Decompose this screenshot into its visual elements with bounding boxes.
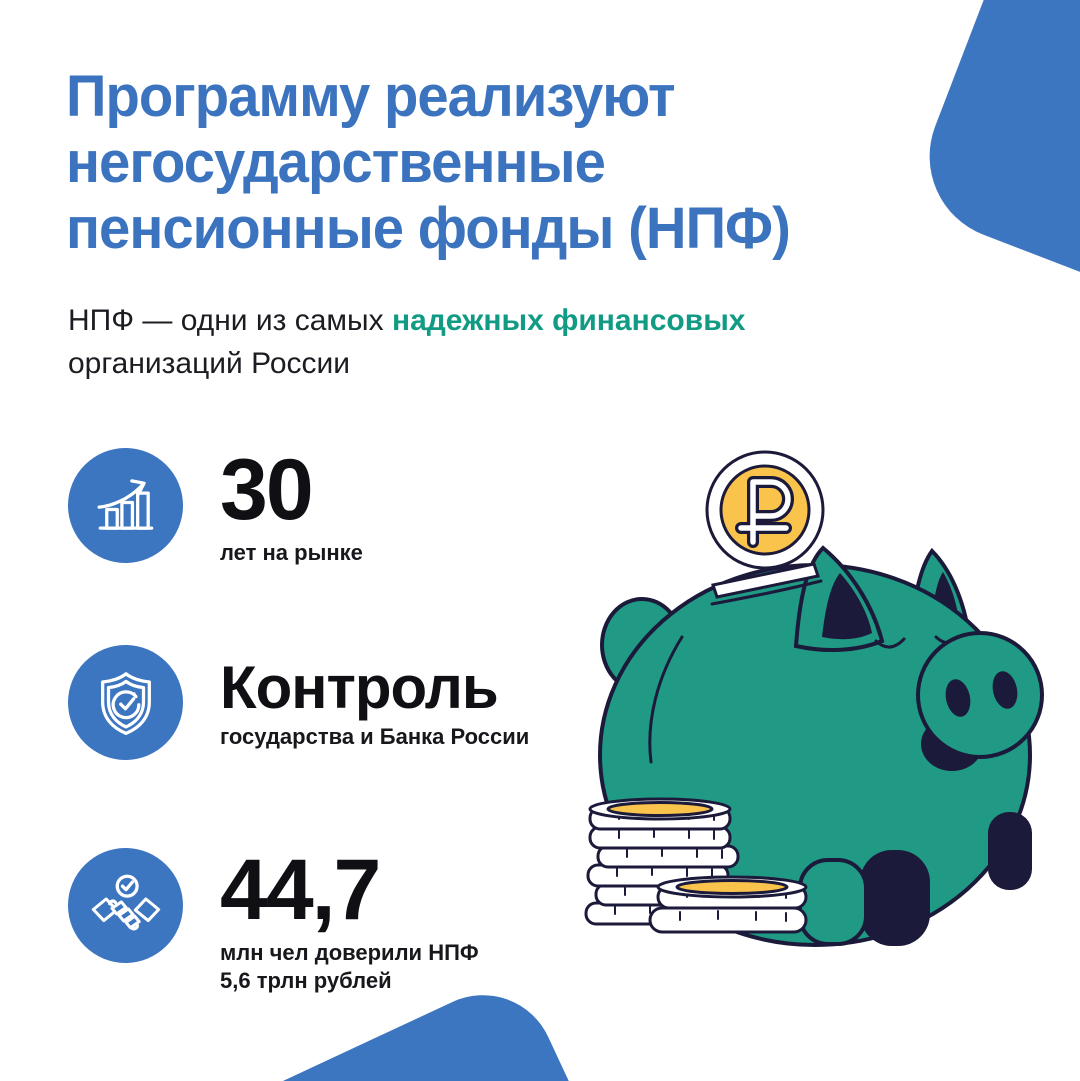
stat-badge-circle — [68, 848, 183, 963]
stat-text-block: 44,7 млн чел доверили НПФ 5,6 трлн рубле… — [220, 842, 479, 996]
stat-years-on-market: 30 лет на рынке — [68, 442, 363, 567]
piggy-bank-illustration — [584, 450, 1044, 947]
page-subtitle: НПФ — одни из самых надежных финансовых … — [68, 300, 868, 386]
stat-label-line-1: млн чел доверили НПФ — [220, 939, 479, 965]
coin-stack-gold-top — [606, 801, 714, 817]
coin-stack-short — [648, 875, 808, 934]
pig-body-crease — [648, 635, 684, 764]
pig-nostril-right — [992, 671, 1018, 709]
subtitle-text: НПФ — одни из самых — [68, 304, 392, 337]
stat-badge-circle — [68, 448, 183, 563]
stat-value: 30 — [220, 442, 314, 538]
stat-value: Контроль — [220, 654, 499, 721]
subtitle-line-2: организаций России — [68, 346, 351, 380]
title-line-1: Программу реализуют — [66, 64, 676, 129]
title-line-2: негосударственные — [66, 130, 606, 196]
stat-label: млн чел доверили НПФ 5,6 трлн рублей — [220, 939, 479, 996]
page-title: Программу реализуют негосударственные пе… — [66, 64, 939, 262]
stat-text-block: 30 лет на рынке — [220, 442, 363, 567]
stat-text-block: Контроль государства и Банка России — [220, 645, 529, 752]
pig-front-right-leg — [988, 812, 1032, 890]
pig-eye-left — [874, 637, 906, 649]
coin-stack-gold-top — [675, 879, 789, 895]
subtitle-highlight: надежных финансовых — [391, 304, 746, 337]
subtitle-line-1: НПФ — одни из самых надежных финансовых — [68, 300, 868, 343]
pig-rear-leg — [860, 850, 930, 946]
shield-check-icon — [100, 671, 151, 735]
stat-state-control: Контроль государства и Банка России — [68, 645, 529, 760]
ruble-coin — [705, 450, 825, 570]
stat-label: лет на рынке — [220, 539, 363, 565]
pig-nostril-left — [945, 679, 971, 717]
stat-people-trust: 44,7 млн чел доверили НПФ 5,6 трлн рубле… — [68, 842, 479, 996]
stat-badge-circle — [68, 645, 183, 760]
stat-value: 44,7 — [220, 842, 381, 938]
handshake-check-icon — [91, 874, 160, 930]
ruble-sign-icon — [735, 476, 794, 548]
title-line-3: пенсионные фонды (НПФ) — [66, 196, 791, 262]
growth-chart-icon — [97, 478, 153, 530]
pig-front-left-leg — [798, 858, 868, 946]
coin-slot — [710, 562, 823, 606]
stat-label: государства и Банка России — [220, 724, 530, 749]
pig-snout — [916, 631, 1044, 759]
stat-label-line-2: 5,6 трлн рублей — [220, 968, 392, 994]
